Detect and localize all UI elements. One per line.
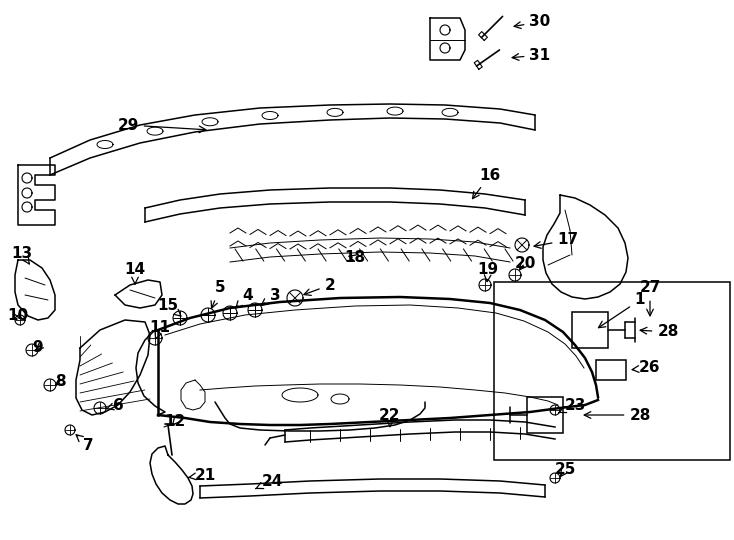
Text: 24: 24 — [256, 474, 283, 489]
Text: 11: 11 — [150, 321, 170, 339]
Text: 22: 22 — [379, 408, 401, 427]
Text: 16: 16 — [473, 167, 501, 199]
Text: 1: 1 — [598, 293, 645, 328]
Text: 29: 29 — [117, 118, 206, 133]
Bar — [494, 282, 730, 460]
Text: 5: 5 — [211, 280, 225, 308]
Text: 3: 3 — [261, 287, 280, 306]
Text: 4: 4 — [236, 287, 253, 308]
Text: 8: 8 — [55, 375, 65, 389]
Bar — [596, 360, 626, 380]
Text: 7: 7 — [76, 435, 93, 453]
Text: 28: 28 — [584, 408, 650, 422]
Text: 13: 13 — [12, 246, 32, 264]
Text: 21: 21 — [189, 468, 216, 483]
Text: 31: 31 — [512, 48, 550, 63]
Text: 19: 19 — [477, 262, 498, 281]
Text: 14: 14 — [125, 262, 145, 284]
Text: 2: 2 — [304, 278, 335, 295]
Text: 23: 23 — [559, 397, 586, 413]
Text: 6: 6 — [106, 397, 123, 413]
Text: 18: 18 — [344, 251, 366, 266]
Text: 28: 28 — [640, 325, 679, 340]
Text: 20: 20 — [515, 255, 536, 271]
Text: 10: 10 — [7, 307, 29, 322]
Text: 9: 9 — [33, 341, 43, 355]
Text: 15: 15 — [157, 298, 181, 316]
Text: 17: 17 — [534, 233, 578, 248]
Text: 27: 27 — [639, 280, 661, 316]
Text: 30: 30 — [514, 15, 550, 30]
Text: 12: 12 — [164, 415, 186, 429]
Text: 26: 26 — [632, 361, 661, 375]
Text: 25: 25 — [554, 462, 575, 477]
